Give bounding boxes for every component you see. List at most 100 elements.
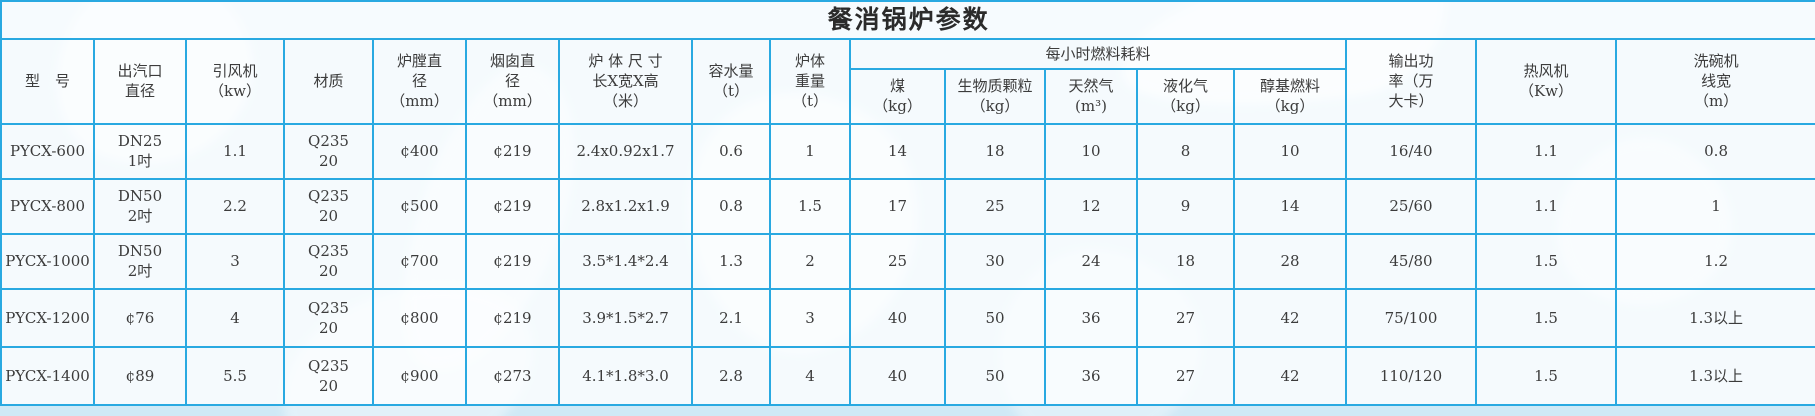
table-cell: ¢500 [372, 177, 467, 235]
table-cell: 0.6 [691, 122, 771, 180]
table-cell: 16/40 [1345, 122, 1477, 180]
table-cell: 36 [1044, 345, 1138, 406]
table-cell: 30 [944, 232, 1046, 290]
table-cell: ¢273 [465, 345, 560, 406]
model-cell: PYCX-1200 [0, 287, 95, 348]
column-header-hot-air-fan: 热风机 （Kw） [1475, 37, 1617, 125]
table-cell: 3.5*1.4*2.4 [558, 232, 693, 290]
table-cell: 110/120 [1345, 345, 1477, 406]
table-cell: 4.1*1.8*3.0 [558, 345, 693, 406]
boiler-params-table: 餐消锅炉参数 型 号 出汽口 直径 引风机 （kw） 材质 炉膛直 径 （mm）… [0, 0, 1815, 406]
table-cell: ¢219 [465, 287, 560, 348]
column-header-body-size: 炉 体 尺 寸 长X宽X高 （米） [558, 37, 693, 125]
table-cell: ¢400 [372, 122, 467, 180]
table-cell: ¢700 [372, 232, 467, 290]
column-header-output-power: 输出功 率（万 大卡） [1345, 37, 1477, 125]
table-cell: Q235 20 [283, 287, 374, 348]
header-row: 型 号 出汽口 直径 引风机 （kw） 材质 炉膛直 径 （mm） 烟囱直 径 … [0, 37, 1815, 125]
table-cell: ¢219 [465, 122, 560, 180]
table-cell: 45/80 [1345, 232, 1477, 290]
column-header-chimney-dia: 烟囱直 径 （mm） [465, 37, 560, 125]
table-cell: 10 [1233, 122, 1347, 180]
table-cell: 2.8x1.2x1.9 [558, 177, 693, 235]
table-cell: 1.1 [1475, 177, 1617, 235]
column-header-water-capacity: 容水量 （t） [691, 37, 771, 125]
table-cell: 1.2 [1614, 232, 1815, 290]
table-cell: 1 [1614, 177, 1815, 235]
table-cell: 1.5 [1475, 287, 1617, 348]
column-header-steam-outlet: 出汽口 直径 [93, 37, 187, 125]
table-cell: Q235 20 [283, 177, 374, 235]
table-cell: ¢76 [93, 287, 187, 348]
table-cell: DN50 2吋 [93, 232, 187, 290]
table-cell: 27 [1136, 287, 1235, 348]
table-cell: 25 [849, 232, 946, 290]
table-cell: 50 [944, 287, 1046, 348]
table-cell: 1.3以上 [1614, 345, 1815, 406]
table-cell: 17 [849, 177, 946, 235]
fuel-header-coal: 煤 （kg） [849, 67, 946, 125]
table-cell: 1.5 [769, 177, 851, 235]
fuel-header-gas: 天然气 (m³) [1044, 67, 1138, 125]
table-cell: 1.3以上 [1614, 287, 1815, 348]
table-cell: 2.1 [691, 287, 771, 348]
table-cell: ¢89 [93, 345, 187, 406]
table-cell: Q235 20 [283, 122, 374, 180]
table-cell: 5.5 [185, 345, 285, 406]
table-cell: 2.4x0.92x1.7 [558, 122, 693, 180]
table-cell: Q235 20 [283, 232, 374, 290]
table-cell: 25 [944, 177, 1046, 235]
table-row: PYCX-600 DN25 1吋 1.1 Q235 20 ¢400 ¢219 2.4x0.9… [0, 122, 1815, 180]
table-cell: 1.5 [1475, 232, 1617, 290]
table-cell: 0.8 [1614, 122, 1815, 180]
fuel-header-biomass: 生物质颗粒 （kg） [944, 67, 1046, 125]
table-cell: 14 [849, 122, 946, 180]
table-cell: 1.3 [691, 232, 771, 290]
table-cell: 8 [1136, 122, 1235, 180]
model-cell: PYCX-600 [0, 122, 95, 180]
table-cell: 40 [849, 345, 946, 406]
table-cell: 2.8 [691, 345, 771, 406]
table-cell: 1.1 [1475, 122, 1617, 180]
column-header-material: 材质 [283, 37, 374, 125]
title-row: 餐消锅炉参数 [0, 0, 1815, 40]
table-body: PYCX-600 DN25 1吋 1.1 Q235 20 ¢400 ¢219 2.4x0.9… [0, 122, 1815, 406]
table-cell: Q235 20 [283, 345, 374, 406]
table-cell: 50 [944, 345, 1046, 406]
table-cell: ¢219 [465, 232, 560, 290]
table-cell: 3.9*1.5*2.7 [558, 287, 693, 348]
column-header-model: 型 号 [0, 37, 95, 125]
table-cell: ¢900 [372, 345, 467, 406]
table-cell: 24 [1044, 232, 1138, 290]
table-cell: 3 [185, 232, 285, 290]
table-row: PYCX-800 DN50 2吋 2.2 Q235 20 ¢500 ¢219 2.8x1.2… [0, 177, 1815, 235]
table-row: PYCX-1000 DN50 2吋 3 Q235 20 ¢700 ¢219 3.5*1.4*… [0, 232, 1815, 290]
table-cell: 2 [769, 232, 851, 290]
column-header-furnace-dia: 炉膛直 径 （mm） [372, 37, 467, 125]
table-cell: 1.1 [185, 122, 285, 180]
fuel-header-methanol: 醇基燃料 （kg） [1233, 67, 1347, 125]
table-cell: 14 [1233, 177, 1347, 235]
table-cell: 36 [1044, 287, 1138, 348]
table-row: PYCX-1200 ¢76 4 Q235 20 ¢800 ¢219 3.9*1.5*2.7 2… [0, 287, 1815, 348]
table-cell: DN50 2吋 [93, 177, 187, 235]
table-cell: 4 [185, 287, 285, 348]
table-cell: 25/60 [1345, 177, 1477, 235]
model-cell: PYCX-800 [0, 177, 95, 235]
model-cell: PYCX-1400 [0, 345, 95, 406]
column-header-draft-fan: 引风机 （kw） [185, 37, 285, 125]
table-cell: 9 [1136, 177, 1235, 235]
table-cell: ¢800 [372, 287, 467, 348]
table-cell: 3 [769, 287, 851, 348]
table-cell: 75/100 [1345, 287, 1477, 348]
table-cell: 27 [1136, 345, 1235, 406]
table-cell: ¢219 [465, 177, 560, 235]
table-cell: 42 [1233, 287, 1347, 348]
table-cell: 0.8 [691, 177, 771, 235]
table-cell: 1 [769, 122, 851, 180]
table-cell: DN25 1吋 [93, 122, 187, 180]
column-header-body-weight: 炉体 重量 （t） [769, 37, 851, 125]
table-cell: 40 [849, 287, 946, 348]
table-row: PYCX-1400 ¢89 5.5 Q235 20 ¢900 ¢273 4.1*1.8*3.… [0, 345, 1815, 406]
